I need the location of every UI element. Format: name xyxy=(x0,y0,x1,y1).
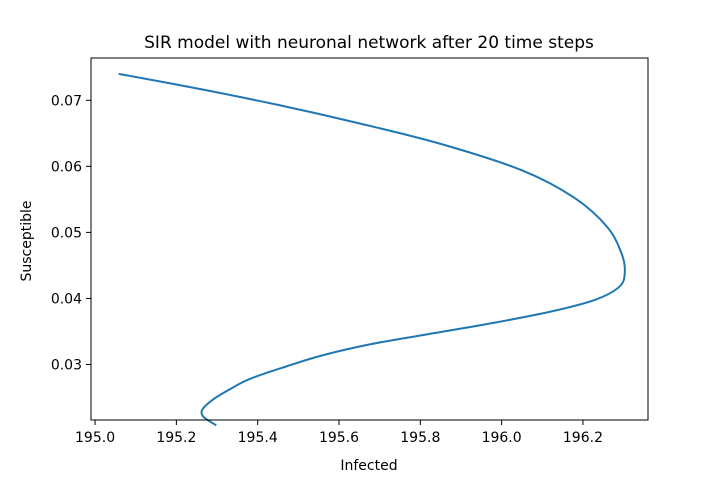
x-tick-label: 196.0 xyxy=(482,430,522,446)
x-tick-label: 195.0 xyxy=(75,430,115,446)
x-axis-label: Infected xyxy=(340,458,397,474)
x-tick-label: 195.8 xyxy=(400,430,440,446)
y-tick-label: 0.05 xyxy=(51,225,82,241)
chart-title: SIR model with neuronal network after 20… xyxy=(144,33,594,53)
y-tick-label: 0.04 xyxy=(51,291,82,307)
y-tick-label: 0.03 xyxy=(51,358,82,374)
x-tick-label: 195.4 xyxy=(238,430,278,446)
y-axis-label: Susceptible xyxy=(19,200,35,281)
axes-frame xyxy=(90,57,649,421)
y-tick-label: 0.06 xyxy=(51,159,82,175)
y-tick-label: 0.07 xyxy=(51,93,82,109)
plot-area: 195.0 195.2 195.4 195.6 195.8 196.0 196.2 0.03 0… xyxy=(51,57,649,446)
x-tick-label: 195.2 xyxy=(156,430,196,446)
series-line-0 xyxy=(118,72,626,427)
x-tick-label: 196.2 xyxy=(563,430,603,446)
x-tick-label: 195.6 xyxy=(319,430,359,446)
